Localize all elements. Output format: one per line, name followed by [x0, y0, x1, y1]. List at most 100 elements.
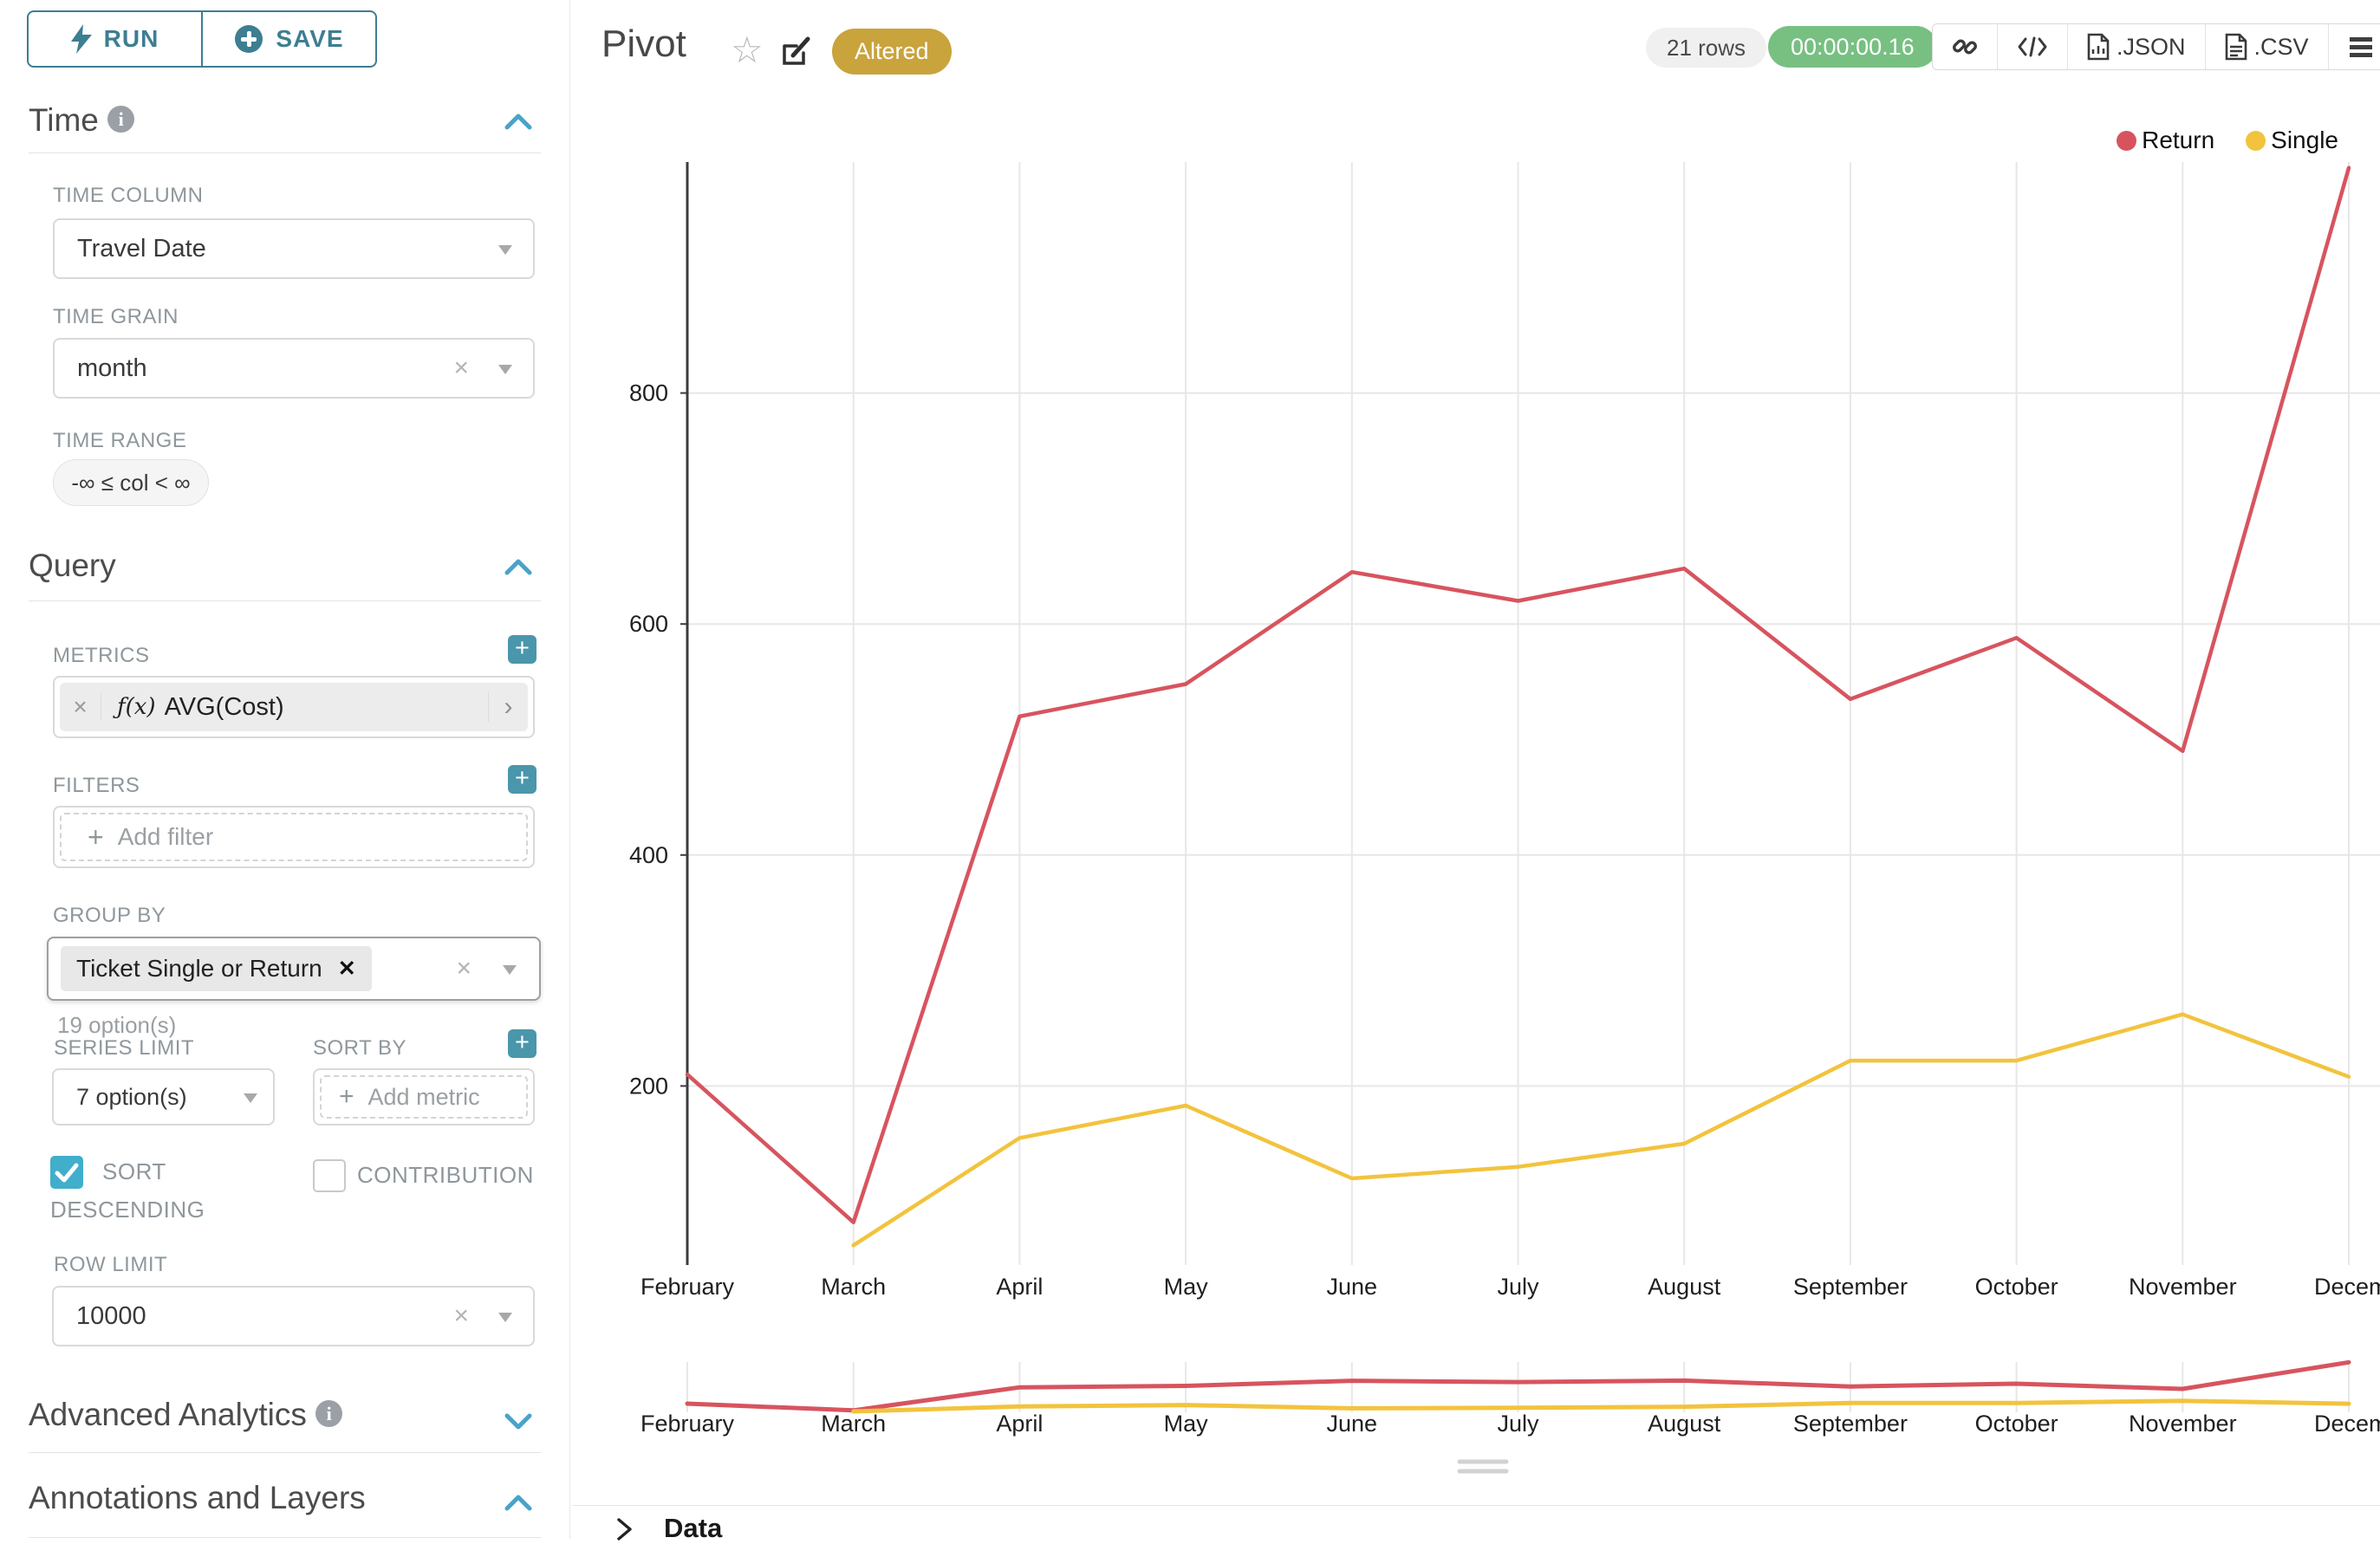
x-axis-labels: February March April May June July August Septe… — [641, 1274, 2380, 1300]
time-range-label: TIME RANGE — [53, 429, 187, 452]
clear-icon[interactable]: × — [453, 1301, 469, 1330]
file-chart-icon — [2087, 33, 2110, 61]
legend-item-return[interactable]: Return — [2117, 127, 2214, 154]
annotations-section-title: Annotations and Layers — [29, 1480, 366, 1515]
contribution-checkbox[interactable] — [313, 1159, 346, 1192]
favorite-star-icon[interactable]: ☆ — [731, 29, 764, 70]
chart-title: Pivot — [602, 23, 686, 65]
svg-text:October: October — [1975, 1274, 2058, 1300]
edit-icon[interactable] — [778, 35, 813, 69]
time-grain-label: TIME GRAIN — [53, 305, 179, 328]
divider — [29, 1537, 541, 1538]
grid — [686, 162, 2380, 1412]
export-csv-label: .CSV — [2253, 33, 2309, 60]
svg-text:July: July — [1497, 1274, 1539, 1300]
add-sort-metric-button[interactable]: + Add metric — [320, 1075, 528, 1119]
svg-text:June: June — [1327, 1274, 1378, 1300]
filters-field: + Add filter — [53, 806, 535, 868]
metrics-field: × ƒ(x) AVG(Cost) › — [53, 676, 535, 738]
svg-text:600: 600 — [629, 611, 668, 637]
time-column-select[interactable]: Travel Date — [53, 218, 535, 279]
run-button[interactable]: RUN — [29, 12, 201, 66]
legend-label-single: Single — [2271, 127, 2338, 153]
query-timer-pill: 00:00:00.16 — [1768, 26, 1937, 68]
chevron-right-icon[interactable]: › — [488, 692, 528, 722]
add-filter-plus-button[interactable]: + — [508, 765, 536, 794]
save-button[interactable]: SAVE — [201, 12, 375, 66]
context-series-single — [851, 1398, 2351, 1414]
caret-down-icon — [503, 965, 517, 982]
export-csv-button[interactable]: .CSV — [2204, 24, 2328, 69]
view-query-button[interactable] — [1997, 24, 2067, 69]
svg-text:400: 400 — [629, 842, 668, 868]
chevron-up-icon[interactable] — [503, 556, 534, 577]
plus-icon: + — [339, 1082, 354, 1111]
svg-text:February: February — [641, 1411, 735, 1437]
advanced-analytics-section-title: Advanced Analytics i — [29, 1397, 343, 1433]
altered-badge[interactable]: Altered — [832, 29, 952, 75]
svg-text:March: March — [821, 1274, 886, 1300]
svg-text:June: June — [1327, 1411, 1378, 1437]
legend-dot-return — [2117, 130, 2137, 151]
legend-item-single[interactable]: Single — [2246, 127, 2338, 154]
sort-descending-label: SORT DESCENDING — [50, 1158, 205, 1223]
chevron-up-icon[interactable] — [503, 1492, 534, 1513]
time-section-title: Time i — [29, 102, 135, 139]
brush-drag-handle[interactable] — [1457, 1459, 1509, 1474]
add-metric-label: Add metric — [367, 1083, 480, 1110]
sort-by-plus-button[interactable]: + — [508, 1029, 536, 1058]
chevron-down-icon[interactable] — [503, 1411, 534, 1431]
control-panel: RUN SAVE Time i TIME COLUMN Travel Date … — [0, 0, 570, 1539]
data-panel-toggle[interactable]: Data — [572, 1505, 2380, 1543]
clear-icon[interactable]: × — [453, 354, 469, 382]
metric-token[interactable]: × ƒ(x) AVG(Cost) › — [60, 683, 528, 731]
time-grain-select[interactable]: month × — [53, 338, 535, 399]
row-limit-select[interactable]: 10000 × — [52, 1286, 535, 1346]
link-icon — [1953, 39, 1977, 55]
filters-label: FILTERS — [53, 774, 140, 797]
query-section-title: Query — [29, 548, 116, 583]
save-button-label: SAVE — [276, 25, 344, 52]
menu-button[interactable] — [2327, 24, 2380, 69]
divider — [29, 600, 541, 601]
add-filter-button[interactable]: + Add filter — [60, 813, 528, 861]
line-chart[interactable]: 200 400 600 800 February March April May June Jul… — [572, 69, 2380, 1495]
legend-label-return: Return — [2142, 127, 2215, 153]
sort-descending-checkbox[interactable] — [50, 1156, 83, 1189]
group-by-token: Ticket Single or Return ✕ — [61, 946, 372, 991]
remove-icon[interactable]: × — [60, 693, 101, 721]
divider — [29, 152, 541, 153]
context-series-return — [685, 1359, 2351, 1413]
export-json-button[interactable]: .JSON — [2067, 24, 2205, 69]
y-axis-labels: 200 400 600 800 — [629, 380, 687, 1099]
share-link-button[interactable] — [1933, 24, 1997, 69]
chevron-up-icon[interactable] — [503, 111, 534, 132]
svg-text:February: February — [641, 1274, 735, 1300]
remove-icon[interactable]: ✕ — [337, 957, 356, 981]
chevron-right-icon[interactable] — [614, 1516, 634, 1542]
group-by-select[interactable]: Ticket Single or Return ✕ × — [47, 937, 541, 1001]
add-metric-plus-button[interactable]: + — [508, 635, 536, 664]
group-by-hint: 19 option(s) — [57, 1012, 177, 1038]
check-icon — [55, 1163, 79, 1183]
series-single — [851, 1012, 2351, 1248]
group-by-label: GROUP BY — [53, 904, 166, 927]
context-axis-labels: February March April May June July August Septe… — [641, 1411, 2380, 1437]
chart-legend: Return Single — [2117, 127, 2338, 154]
svg-text:March: March — [821, 1411, 886, 1437]
clear-icon[interactable]: × — [456, 954, 471, 983]
legend-dot-single — [2246, 130, 2266, 151]
series-limit-select[interactable]: 7 option(s) — [52, 1068, 275, 1126]
svg-text:August: August — [1648, 1411, 1721, 1437]
time-range-pill[interactable]: -∞ ≤ col < ∞ — [53, 459, 209, 506]
svg-text:April: April — [996, 1411, 1043, 1437]
svg-text:800: 800 — [629, 380, 668, 406]
divider — [29, 1452, 541, 1453]
time-column-value: Travel Date — [77, 234, 206, 263]
metric-name: AVG(Cost) — [164, 692, 284, 721]
row-limit-label: ROW LIMIT — [54, 1253, 168, 1276]
svg-text:December: December — [2314, 1274, 2380, 1300]
add-filter-label: Add filter — [117, 823, 214, 850]
svg-text:April: April — [996, 1274, 1043, 1300]
plus-circle-icon — [235, 25, 263, 53]
